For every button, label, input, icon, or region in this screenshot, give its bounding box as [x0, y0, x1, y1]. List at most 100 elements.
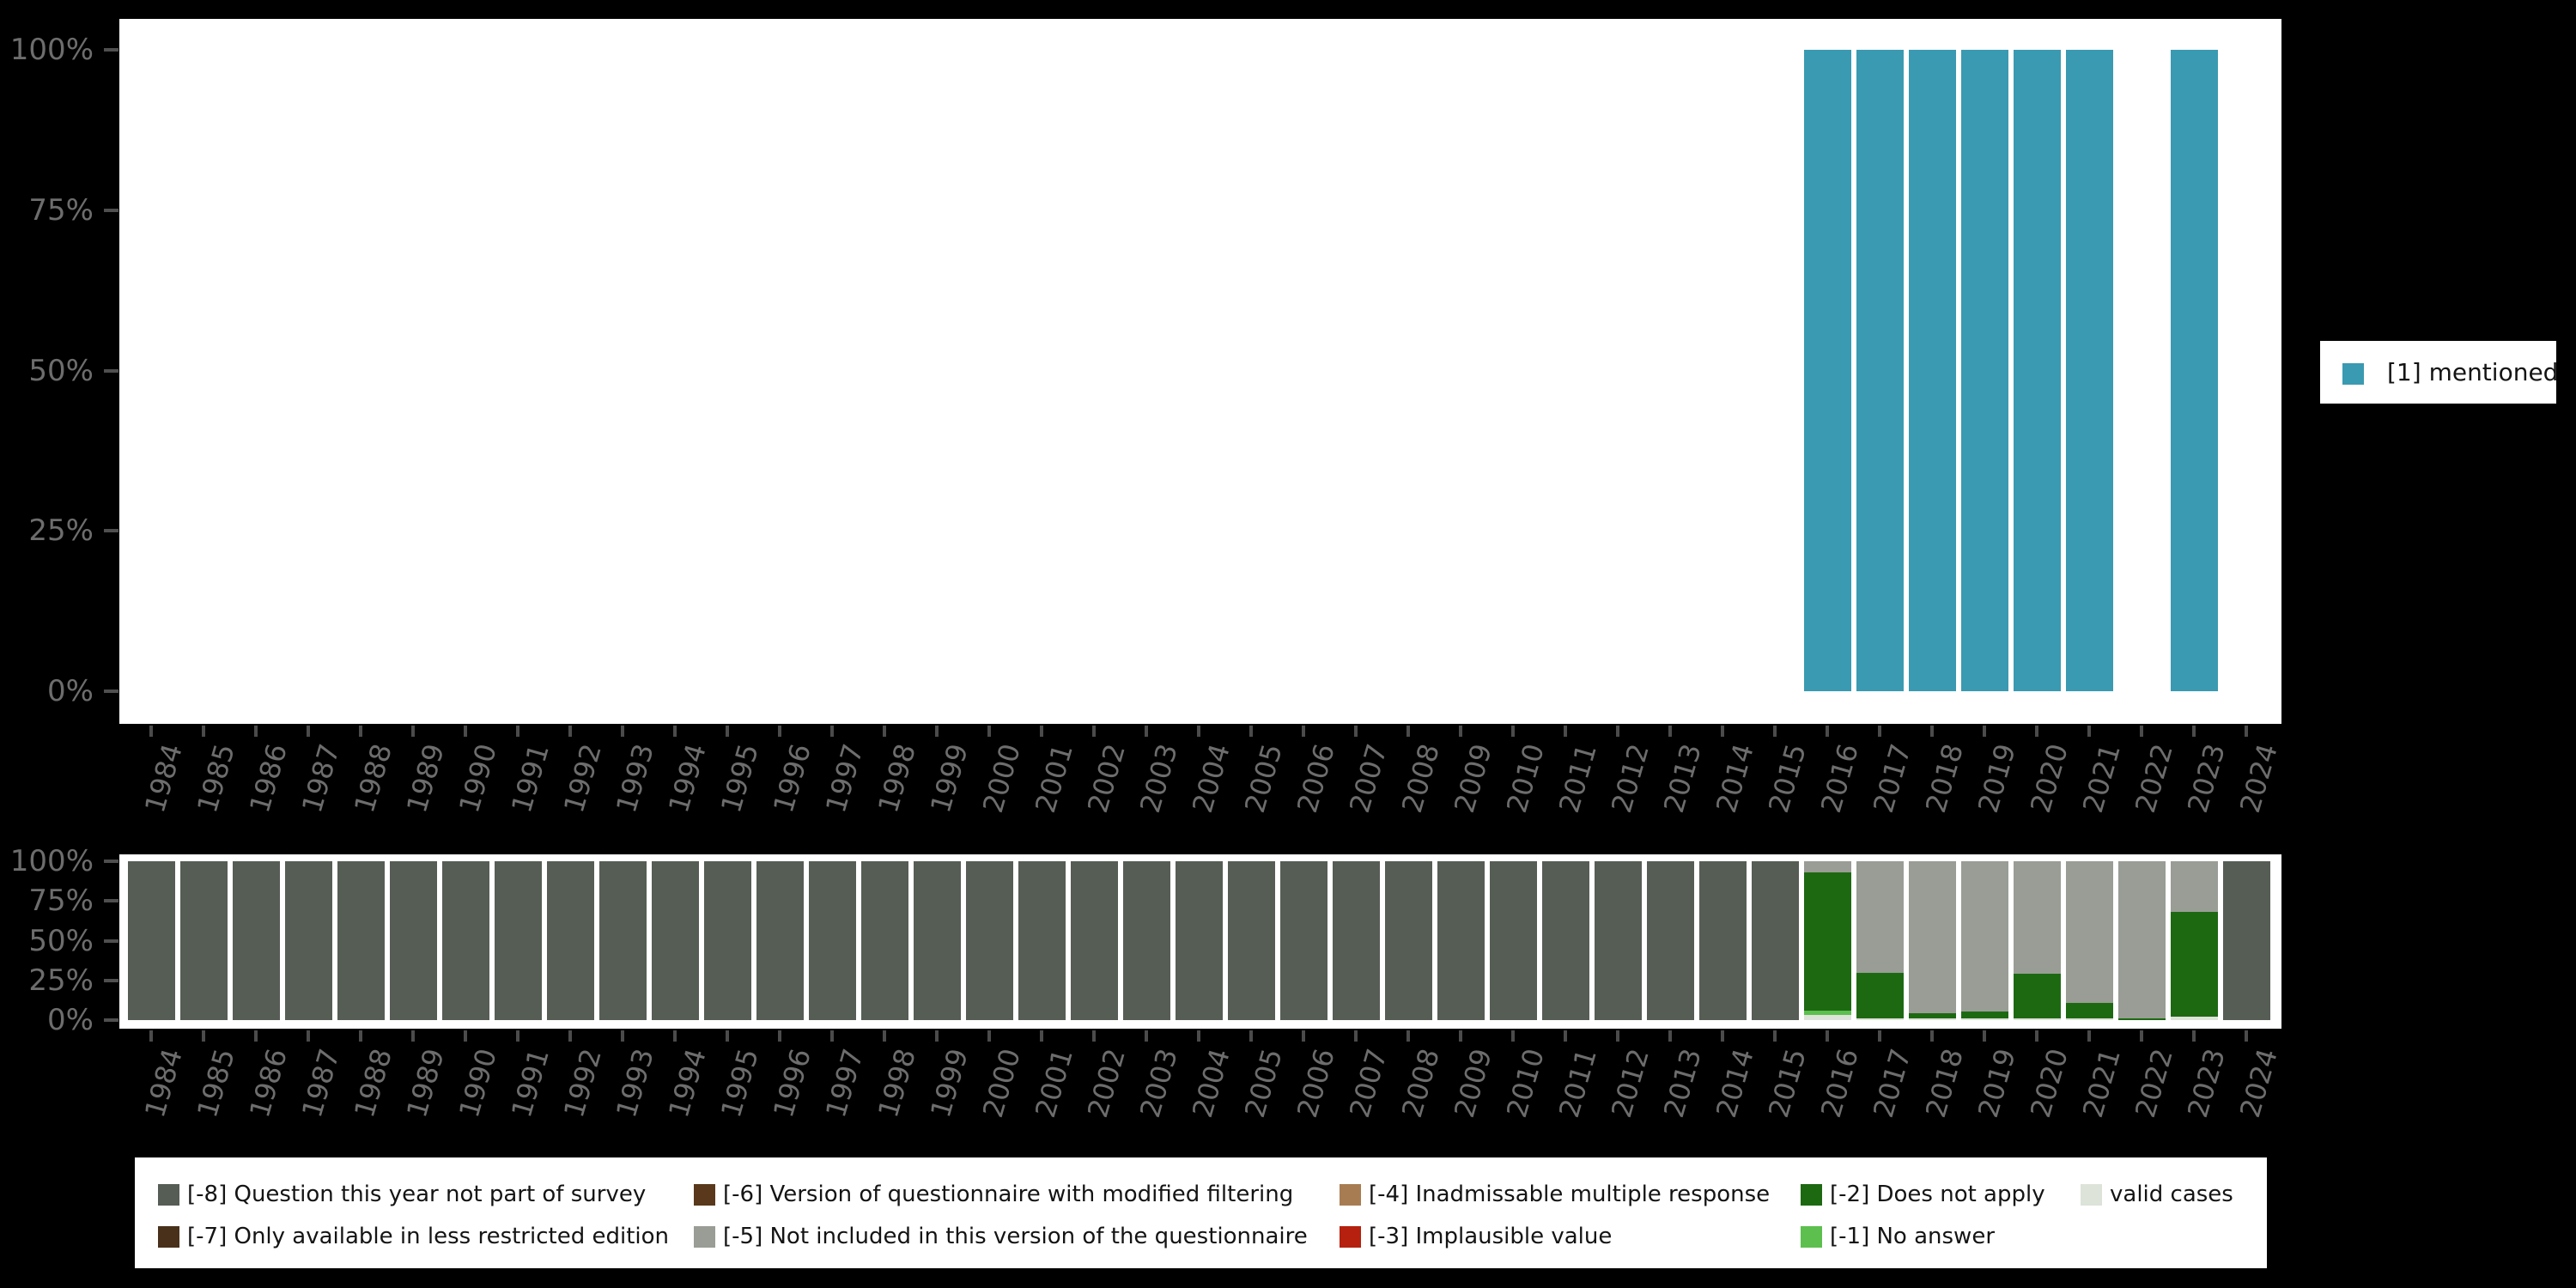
missing-bar-2018-segment[interactable]: [1908, 1012, 1956, 1019]
missing-bar-1988-segment[interactable]: [337, 861, 385, 1020]
missing-bar-1992-segment[interactable]: [546, 861, 594, 1020]
frequency-year-label: 2008: [1394, 740, 1446, 817]
mentioned-legend-swatch-icon: [2342, 363, 2364, 385]
missing-bar-2008-segment[interactable]: [1384, 861, 1432, 1020]
missing-year-label: 1989: [399, 1045, 451, 1121]
missing-bar-2017-segment[interactable]: [1856, 972, 1904, 1019]
missing-bar-2017-segment[interactable]: [1856, 861, 1904, 973]
frequency-year-label: 1992: [556, 740, 608, 817]
missing-legend-label: [-2] Does not apply: [1830, 1182, 2045, 1207]
missing-bar-2022-segment[interactable]: [2117, 1018, 2166, 1020]
missing-bar-2020-segment[interactable]: [2013, 1018, 2061, 1020]
missing-x-tick: [1197, 1030, 1200, 1042]
frequency-y-tick-label: 75%: [28, 192, 94, 228]
missing-bar-2012-segment[interactable]: [1594, 861, 1642, 1020]
missing-bar-2003-segment[interactable]: [1122, 861, 1170, 1020]
missing-bar-1999-segment[interactable]: [913, 861, 961, 1020]
missing-bar-1991-segment[interactable]: [494, 861, 542, 1020]
missing-bar-2019-segment[interactable]: [1960, 1018, 2008, 1020]
frequency-y-tick: [104, 48, 118, 52]
frequency-year-label: 2009: [1447, 740, 1498, 817]
missing-bar-2019-segment[interactable]: [1960, 1011, 2008, 1019]
missing-bar-2022-segment[interactable]: [2117, 861, 2166, 1019]
missing-bar-2020-segment[interactable]: [2013, 974, 2061, 1019]
missing-y-tick-label: 75%: [28, 884, 94, 919]
missing-year-label: 1993: [609, 1045, 660, 1121]
missing-bar-2005-segment[interactable]: [1227, 861, 1275, 1020]
frequency-year-label: 2010: [1499, 740, 1551, 817]
frequency-bar-2023-segment[interactable]: [2170, 50, 2218, 691]
missing-bar-2021-segment[interactable]: [2065, 1002, 2113, 1019]
missing-y-tick: [104, 860, 118, 863]
frequency-y-tick-label: 100%: [9, 33, 94, 67]
missing-bar-2009-segment[interactable]: [1437, 861, 1485, 1020]
missing-bar-2004-segment[interactable]: [1175, 861, 1223, 1020]
missing-bar-2024-segment[interactable]: [2222, 861, 2270, 1020]
missing-bar-2018-segment[interactable]: [1908, 1018, 1956, 1020]
frequency-bar-2021-segment[interactable]: [2065, 50, 2113, 691]
frequency-bar-2018-segment[interactable]: [1908, 50, 1956, 691]
missing-bar-2016-segment[interactable]: [1803, 872, 1851, 1011]
frequency-x-tick: [883, 726, 886, 737]
missing-bar-1995-segment[interactable]: [703, 861, 751, 1020]
missing-bar-2015-segment[interactable]: [1751, 861, 1799, 1020]
missing-year-label: 1988: [347, 1045, 398, 1121]
frequency-x-tick: [2245, 726, 2248, 737]
missing-legend-label: [-4] Inadmissable multiple response: [1369, 1182, 1771, 1207]
missing-year-label: 2016: [1814, 1045, 1865, 1121]
missing-x-tick: [1721, 1030, 1724, 1042]
frequency-year-label: 1986: [242, 740, 294, 817]
missing-x-tick: [149, 1030, 153, 1042]
main-legend: [1] mentioned: [2320, 341, 2558, 404]
frequency-x-tick: [621, 726, 624, 737]
missing-bar-1997-segment[interactable]: [808, 861, 856, 1020]
missing-bar-2016-segment[interactable]: [1803, 861, 1851, 872]
missing-bar-1994-segment[interactable]: [651, 861, 699, 1020]
missing-bar-2021-segment[interactable]: [2065, 861, 2113, 1003]
missing-year-label: 2015: [1761, 1045, 1813, 1121]
missing-bar-1986-segment[interactable]: [232, 861, 280, 1020]
missing-legend-swatch-icon: [158, 1226, 179, 1248]
frequency-bar-2017-segment[interactable]: [1856, 50, 1904, 691]
missing-bar-2011-segment[interactable]: [1541, 861, 1589, 1020]
missing-bar-2019-segment[interactable]: [1960, 861, 2008, 1012]
missing-bar-1993-segment[interactable]: [598, 861, 647, 1020]
missing-year-label: 2024: [2233, 1045, 2284, 1121]
missing-bar-2018-segment[interactable]: [1908, 861, 1956, 1013]
missing-bar-2023-segment[interactable]: [2170, 861, 2218, 913]
frequency-bar-2016-segment[interactable]: [1803, 50, 1851, 691]
missing-bar-1985-segment[interactable]: [179, 861, 228, 1020]
missing-bar-1990-segment[interactable]: [441, 861, 489, 1020]
missing-bar-2000-segment[interactable]: [965, 861, 1013, 1020]
missing-bar-2002-segment[interactable]: [1070, 861, 1118, 1020]
missing-bar-2010-segment[interactable]: [1489, 861, 1537, 1020]
frequency-bar-2019-segment[interactable]: [1960, 50, 2008, 691]
missing-x-tick: [2087, 1030, 2091, 1042]
missing-bar-2021-segment[interactable]: [2065, 1018, 2113, 1020]
missing-bar-2023-segment[interactable]: [2170, 912, 2218, 1018]
missing-bar-2014-segment[interactable]: [1698, 861, 1747, 1020]
missing-bar-1984-segment[interactable]: [127, 861, 175, 1020]
missing-bar-2017-segment[interactable]: [1856, 1018, 1904, 1020]
frequency-bar-2020-segment[interactable]: [2013, 50, 2061, 691]
frequency-year-label: 1988: [347, 740, 398, 817]
missing-bar-1996-segment[interactable]: [756, 861, 804, 1020]
missing-x-tick: [1354, 1030, 1358, 1042]
frequency-x-tick: [568, 726, 572, 737]
missing-x-tick: [2245, 1030, 2248, 1042]
missing-bar-2006-segment[interactable]: [1279, 861, 1327, 1020]
missing-bar-1987-segment[interactable]: [284, 861, 332, 1020]
missing-bar-1998-segment[interactable]: [860, 861, 908, 1020]
missing-bar-2013-segment[interactable]: [1646, 861, 1694, 1020]
frequency-year-label: 2012: [1604, 740, 1656, 817]
missing-bar-2023-segment[interactable]: [2170, 1017, 2218, 1020]
missing-bar-2007-segment[interactable]: [1332, 861, 1380, 1020]
missing-bar-2016-segment[interactable]: [1803, 1014, 1851, 1020]
missing-x-tick: [621, 1030, 624, 1042]
missing-bar-1989-segment[interactable]: [389, 861, 437, 1020]
missing-bar-2016-segment[interactable]: [1803, 1010, 1851, 1015]
missing-x-tick: [1406, 1030, 1410, 1042]
missing-bar-2001-segment[interactable]: [1018, 861, 1066, 1020]
missing-x-tick: [2140, 1030, 2143, 1042]
missing-bar-2020-segment[interactable]: [2013, 861, 2061, 975]
